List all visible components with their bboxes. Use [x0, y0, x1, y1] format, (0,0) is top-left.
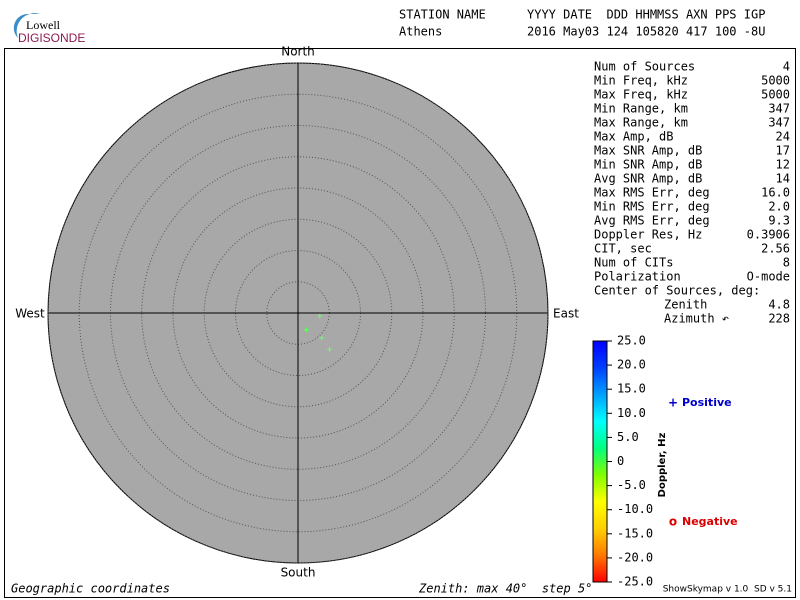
source-point — [304, 327, 310, 333]
stat-label: Doppler Res, Hz — [594, 228, 702, 242]
footer-right: ShowSkymap v 1.0 SD v 5.1 — [663, 585, 792, 595]
stat-label: CIT, sec — [594, 242, 652, 256]
footer-center: Zenith: max 40° step 5° — [418, 582, 592, 596]
stat-value: 0.3906 — [747, 228, 790, 242]
source-point — [327, 346, 333, 352]
stat-value: 2.0 — [768, 200, 790, 214]
stat-value: 17 — [776, 144, 790, 158]
stat-value: 347 — [768, 102, 790, 116]
stat-value: 16.0 — [761, 186, 790, 200]
stat-value: 9.3 — [768, 214, 790, 228]
stat-value: 14 — [776, 172, 790, 186]
direction-label: West — [15, 307, 45, 321]
header-label: STATION NAME — [399, 8, 486, 22]
stat-label: Max Range, km — [594, 116, 688, 130]
stat-value: O-mode — [747, 270, 790, 284]
colorbar-tick-label: 0 — [617, 454, 624, 468]
colorbar-tick-label: 15.0 — [617, 382, 646, 396]
colorbar-tick-label: -20.0 — [617, 550, 653, 564]
stat-label: Min RMS Err, deg — [594, 200, 710, 214]
stat-label: Max RMS Err, deg — [594, 186, 710, 200]
stat-value: 347 — [768, 116, 790, 130]
colorbar-tick-label: -25.0 — [617, 575, 653, 589]
logo-bottom: DIGISONDE — [18, 31, 85, 45]
source-point — [319, 335, 325, 341]
header-value: 2016 May03 124 105820 417 100 -8U — [527, 25, 765, 39]
legend-label: Positive — [682, 396, 732, 409]
colorbar-tick-label: -15.0 — [617, 526, 653, 540]
stat-label: Max SNR Amp, dB — [594, 144, 702, 158]
legend-marker: + — [668, 396, 678, 410]
stat-value: 5000 — [761, 88, 790, 102]
stat-label: Azimuth ↶ — [664, 312, 729, 326]
colorbar-tick-label: 5.0 — [617, 430, 639, 444]
stat-label: Min Range, km — [594, 102, 688, 116]
stat-label: Avg SNR Amp, dB — [594, 172, 702, 186]
stat-label: Max Amp, dB — [594, 130, 673, 144]
legend-label: Negative — [682, 515, 738, 528]
colorbar-tick-label: 20.0 — [617, 358, 646, 372]
direction-label: East — [553, 307, 579, 321]
footer-left: Geographic coordinates — [11, 582, 170, 596]
stat-value: 24 — [776, 130, 790, 144]
direction-label: South — [281, 566, 316, 580]
logo-top: Lowell — [26, 18, 61, 32]
header-value: Athens — [399, 25, 442, 39]
colorbar-tick-label: -5.0 — [617, 478, 646, 492]
stat-label: Zenith — [664, 298, 707, 312]
direction-label: North — [281, 45, 315, 59]
logo-swoosh — [13, 13, 40, 38]
colorbar — [592, 340, 608, 583]
stat-label: Min Freq, kHz — [594, 74, 688, 88]
stat-label: Min SNR Amp, dB — [594, 158, 702, 172]
stat-value: 5000 — [761, 74, 790, 88]
frame — [4, 48, 796, 598]
legend-marker: o — [669, 515, 677, 529]
stat-value: 12 — [776, 158, 790, 172]
colorbar-tick-label: 25.0 — [617, 334, 646, 348]
stat-label: Num of Sources — [594, 60, 695, 74]
stat-label: Max Freq, kHz — [594, 88, 688, 102]
stat-label: Avg RMS Err, deg — [594, 214, 710, 228]
stat-value: 4 — [783, 60, 790, 74]
source-point — [317, 313, 323, 319]
header-label: YYYY DATE DDD HHMMSS AXN PPS IGP — [527, 8, 765, 22]
stat-label: Center of Sources, deg: — [594, 284, 760, 298]
stat-value: 2.56 — [761, 242, 790, 256]
colorbar-tick-label: 10.0 — [617, 406, 646, 420]
colorbar-label: Doppler, Hz — [657, 433, 668, 498]
stat-value: 8 — [783, 256, 790, 270]
stat-value: 4.8 — [768, 298, 790, 312]
stat-label: Polarization — [594, 270, 681, 284]
stat-label: Num of CITs — [594, 256, 673, 270]
stat-value: 228 — [768, 312, 790, 326]
colorbar-tick-label: -10.0 — [617, 502, 653, 516]
